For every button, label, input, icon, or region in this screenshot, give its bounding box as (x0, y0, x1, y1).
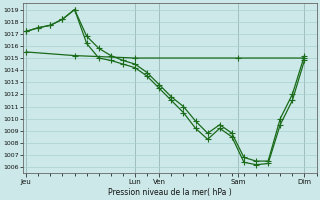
X-axis label: Pression niveau de la mer( hPa ): Pression niveau de la mer( hPa ) (108, 188, 231, 197)
